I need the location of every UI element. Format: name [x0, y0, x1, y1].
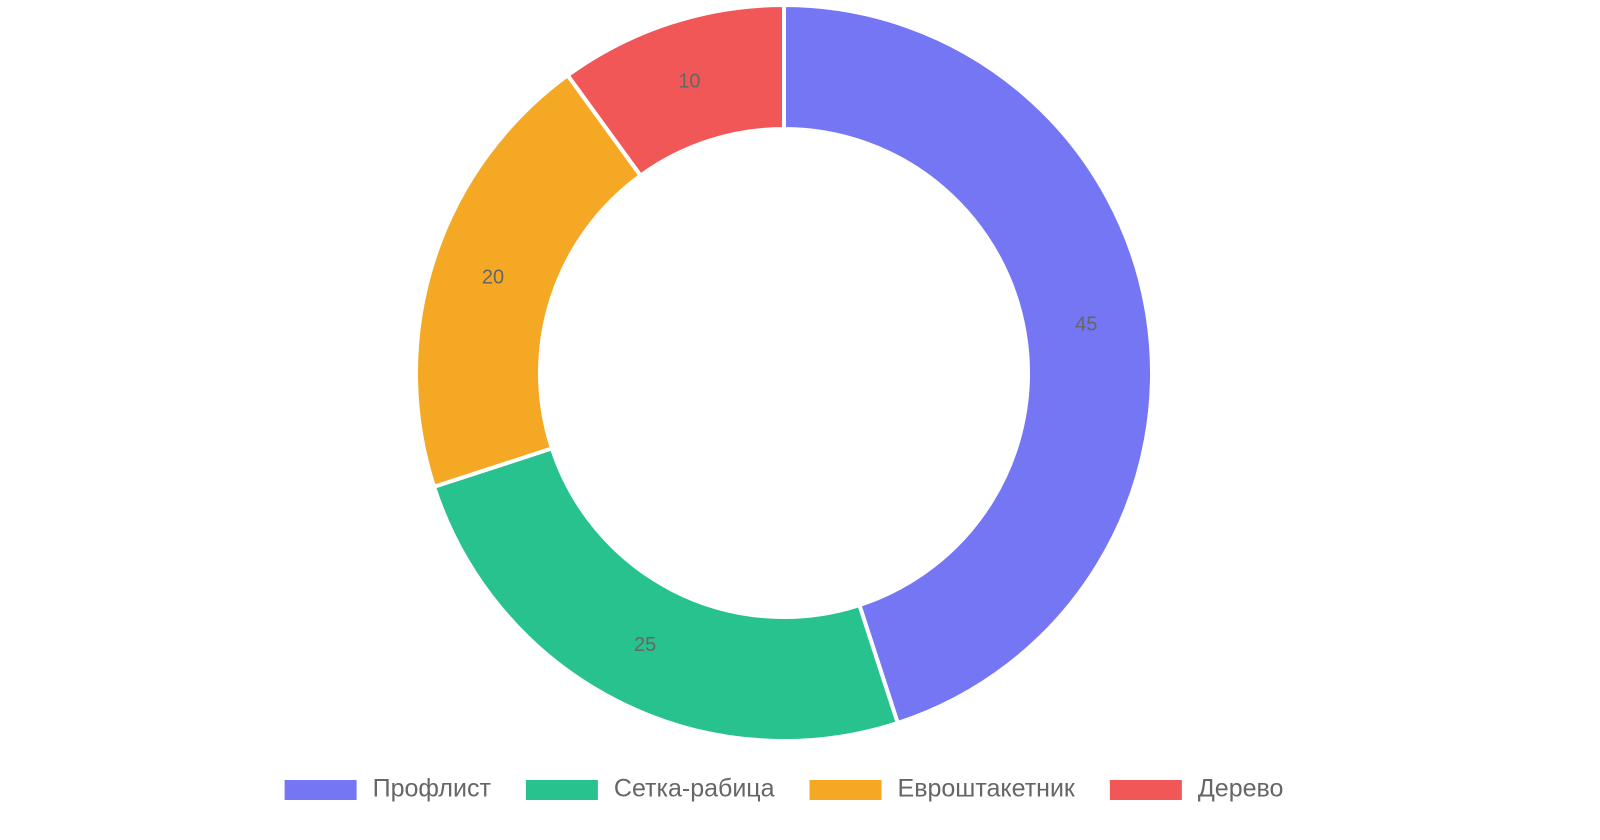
value-label: 45 — [1075, 313, 1097, 335]
legend-label: Евроштакетник — [898, 775, 1076, 803]
legend: Профлист Сетка-рабица Евроштакетник Дерево — [284, 775, 1284, 803]
slice — [564, 2, 786, 179]
legend-label: Профлист — [373, 775, 492, 803]
slice — [414, 72, 644, 490]
slice — [782, 2, 1154, 726]
value-label: 10 — [678, 70, 700, 92]
legend-swatch — [284, 780, 357, 800]
value-label: 25 — [634, 634, 656, 656]
legend-swatch — [525, 780, 598, 800]
legend-swatch — [1109, 780, 1182, 800]
legend-label: Сетка-рабица — [614, 775, 775, 803]
value-label: 20 — [482, 267, 504, 289]
slice — [431, 445, 901, 743]
legend-label: Дерево — [1198, 775, 1284, 803]
legend-swatch — [809, 780, 882, 800]
